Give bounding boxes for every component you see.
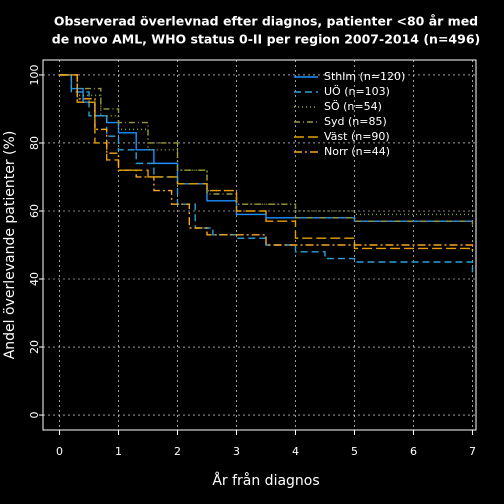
legend-label: Norr (n=44) [324, 145, 390, 158]
x-tick-label: 0 [56, 445, 63, 458]
x-tick-label: 2 [174, 445, 181, 458]
x-tick-label: 7 [469, 445, 476, 458]
x-tick-label: 6 [410, 445, 417, 458]
y-tick-label: 40 [28, 272, 41, 286]
chart-title: de novo AML, WHO status 0-II per region … [52, 32, 480, 47]
x-tick-label: 5 [351, 445, 358, 458]
x-tick-label: 1 [115, 445, 122, 458]
plot-frame [42, 59, 477, 431]
chart-title: Observerad överlevnad efter diagnos, pat… [54, 14, 478, 29]
survival-curve [59, 74, 474, 252]
x-axis-label: År från diagnos [212, 472, 319, 489]
legend-label: Sthlm (n=120) [324, 70, 405, 83]
legend-label: Syd (n=85) [324, 115, 387, 128]
y-tick-label: 100 [28, 64, 41, 85]
x-tick-label: 4 [292, 445, 299, 458]
y-axis-label: Andel överlevande patienter (%) [2, 131, 18, 360]
legend-label: Väst (n=90) [324, 130, 390, 143]
x-tick-label: 3 [233, 445, 240, 458]
y-tick-label: 20 [28, 340, 41, 354]
legend-label: UÖ (n=103) [324, 85, 390, 98]
y-tick-label: 0 [28, 412, 41, 419]
survival-curve [59, 74, 473, 250]
legend-label: SÖ (n=54) [324, 100, 382, 113]
survival-curve [59, 74, 474, 273]
survival-curve [59, 74, 474, 225]
y-tick-label: 80 [28, 136, 41, 150]
y-tick-label: 60 [28, 204, 41, 218]
